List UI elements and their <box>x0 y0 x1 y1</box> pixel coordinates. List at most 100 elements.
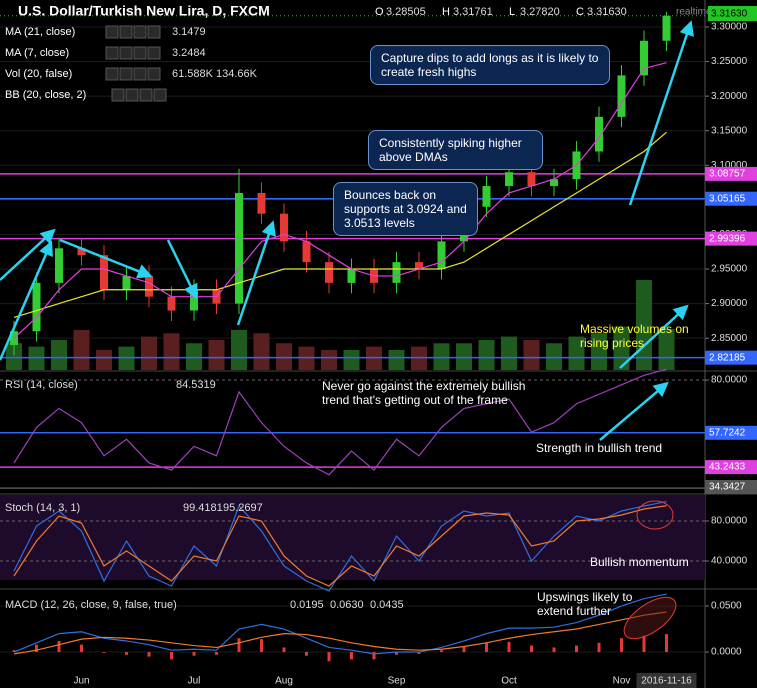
volume-bar <box>186 343 202 370</box>
y-tick-label: 0.0000 <box>711 647 742 658</box>
y-tick-label: 3.20000 <box>711 91 748 102</box>
level-box <box>705 480 757 494</box>
volume-bar <box>276 343 292 370</box>
volume-bar <box>96 349 112 370</box>
histogram-bar <box>237 638 241 653</box>
legend-value: 61.588K <box>172 68 214 80</box>
candle-body <box>32 282 41 332</box>
level-label: 43.2433 <box>709 462 746 473</box>
histogram-bar <box>620 638 623 653</box>
histogram-bar <box>327 652 331 662</box>
histogram-bar <box>260 639 263 653</box>
histogram-bar <box>170 652 173 660</box>
histogram-bar <box>597 642 601 653</box>
histogram-bar <box>350 652 353 660</box>
legend-value: 3.2484 <box>172 47 206 59</box>
volume-bar <box>546 343 562 370</box>
level-box <box>705 425 757 440</box>
candle-body <box>257 192 266 214</box>
volume-bar <box>523 339 540 370</box>
histogram-bar <box>102 652 106 653</box>
candle-body <box>190 289 198 311</box>
legend-button <box>139 88 153 102</box>
candle-body <box>55 248 63 283</box>
candle-body <box>145 275 153 297</box>
annotation: Bounces back on supports at 3.0924 and 3… <box>333 182 478 236</box>
candle-body <box>595 116 603 152</box>
histogram-bar <box>552 647 556 653</box>
histogram-bar <box>507 641 511 653</box>
level-label: 3.08757 <box>709 169 746 180</box>
level-label: 2.82185 <box>709 352 746 363</box>
candle-body <box>100 255 108 290</box>
volume-bar <box>321 349 337 370</box>
highlight <box>636 500 674 530</box>
histogram-bar <box>485 642 488 653</box>
histogram-bar <box>417 652 421 654</box>
legend-value: 134.66K <box>216 68 258 80</box>
legend-button <box>133 25 147 39</box>
quote-key: H <box>442 6 450 18</box>
volume-bar <box>253 333 270 370</box>
series-line <box>13 131 667 319</box>
legend-value: 0.0435 <box>370 599 404 611</box>
annotation: Massive volumes on rising prices <box>580 322 689 350</box>
histogram-bar <box>395 652 398 655</box>
quote-key: C <box>576 6 584 18</box>
legend-button <box>119 46 133 60</box>
annotation: Never go against the extremely bullish t… <box>322 379 526 407</box>
y-tick-label: 3.15000 <box>711 125 748 136</box>
arrow <box>0 228 56 281</box>
legend-button <box>153 88 167 102</box>
histogram-bar <box>12 650 16 653</box>
candle-body <box>392 262 401 283</box>
candle-body <box>482 186 491 207</box>
candle-body <box>280 213 288 242</box>
volume-bar <box>73 329 90 370</box>
quote-value: 3.31761 <box>453 6 493 18</box>
candle-body <box>662 15 671 41</box>
x-tick-label: Nov <box>613 676 631 687</box>
histogram-bar <box>575 645 578 653</box>
highlight <box>623 596 677 640</box>
volume-bar <box>388 349 405 370</box>
histogram-bar <box>530 645 533 653</box>
annotation: Capture dips to add longs as it is likel… <box>370 45 610 85</box>
x-tick-label: Jul <box>188 676 201 687</box>
y-tick-label: 3.30000 <box>711 22 748 33</box>
arrow <box>619 304 689 369</box>
y-tick-label: 0.0500 <box>711 601 742 612</box>
series-line <box>13 62 667 339</box>
histogram-bar <box>642 635 646 653</box>
volume-bar <box>208 339 225 370</box>
volume-bar <box>231 329 247 370</box>
candle-body <box>167 296 176 311</box>
level-box <box>705 166 757 181</box>
volume-bar <box>658 328 675 370</box>
series-line <box>13 500 667 592</box>
series-line <box>13 593 667 655</box>
y-tick-label: 2.90000 <box>711 298 748 309</box>
legend-button <box>125 88 139 102</box>
volume-bar <box>456 343 472 370</box>
legend-value: 95.2697 <box>223 502 263 514</box>
series-line <box>13 368 667 476</box>
arrow <box>0 240 53 361</box>
legend-value: 0.0195 <box>290 599 324 611</box>
volume-bar <box>51 339 67 370</box>
arrow <box>628 20 694 206</box>
level-label: 2.99396 <box>709 233 746 244</box>
y-tick-label: 80.0000 <box>711 516 748 527</box>
y-tick-label: 80.0000 <box>711 375 748 386</box>
x-tick-label: Oct <box>501 676 517 687</box>
volume-bar <box>501 336 517 370</box>
series-line <box>13 611 667 655</box>
volume-bar <box>591 333 607 370</box>
legend-button <box>119 67 133 81</box>
legend-button <box>105 46 119 60</box>
candle-body <box>527 172 536 187</box>
legend-name: MA (21, close) <box>5 26 75 38</box>
candle-body <box>122 275 131 290</box>
legend-button <box>133 46 147 60</box>
